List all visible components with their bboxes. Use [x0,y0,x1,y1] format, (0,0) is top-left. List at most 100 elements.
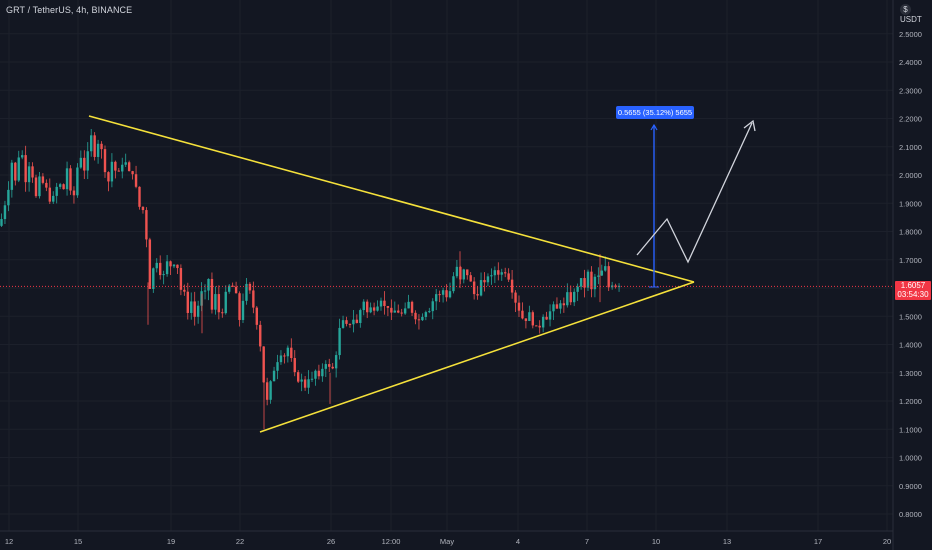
candle-body [538,325,541,328]
candle-body [272,370,276,382]
candle-body [241,300,245,320]
candle-body [255,307,258,325]
candle-body [334,355,338,369]
candle-body [414,312,417,320]
candle-body [79,157,83,168]
candle-body [355,319,359,323]
candle-body [7,189,10,206]
candle-body [238,293,241,320]
candle-body [421,316,424,321]
candle-body [169,261,172,267]
candle-body [110,161,114,182]
candle-body [252,290,255,308]
candle-body [203,290,207,292]
candle-body [472,281,476,295]
candle-body [228,285,231,292]
candle-body [269,381,272,400]
candle-body [200,291,203,306]
candle-body [234,286,238,294]
candle-body [428,311,431,313]
candle-body [103,149,107,173]
price-tick-label: 1.2000 [899,397,922,406]
upper-trendline [88,115,695,283]
candle-body [493,270,497,276]
candle-body [448,291,452,298]
candle-body [383,300,386,307]
candle-body [617,285,621,288]
candle-body [52,195,55,202]
time-tick-label: 22 [236,537,244,546]
projection-path [636,122,753,264]
currency-icon: $ [900,4,911,15]
candle-body [293,358,296,373]
candle-body [259,324,262,347]
candle-body [179,268,183,290]
candle-body [379,300,383,307]
candle-body [403,308,407,314]
candle-body [286,347,290,357]
candle-body [31,166,34,178]
candle-body [310,378,314,380]
candle-body [390,307,393,313]
candle-body [190,301,193,313]
candle-body [165,261,169,275]
price-tick-label: 2.3000 [899,86,922,95]
candle-body [541,316,545,328]
candle-body [141,206,145,211]
last-price-badge: 1.6057 03:54:30 [895,281,931,300]
candle-body [314,370,317,379]
candle-body [183,289,186,292]
candle-body [352,319,355,325]
time-tick-label: 19 [167,537,175,546]
candle-body [479,280,483,296]
candle-body [290,347,293,359]
lower-trendline [259,281,695,433]
candle-body [507,273,510,280]
candle-body [176,264,179,269]
candle-body [303,379,307,388]
bar-countdown: 03:54:30 [897,290,929,299]
candle-body [548,311,552,320]
candle-body [58,184,62,187]
candle-body [172,264,176,267]
candle-body [462,269,465,280]
candle-body [114,161,117,171]
candle-body [435,294,438,302]
candle-body [127,162,131,172]
price-tick-label: 1.4000 [899,341,922,350]
symbol-title: GRT / TetherUS, 4h, BINANCE [6,5,133,15]
candle-body [96,143,100,157]
candle-body [417,319,421,321]
time-tick-label: 13 [723,537,731,546]
measure-label: 0.5655 (35.12%) 5655 [616,106,694,119]
candle-body [476,294,479,296]
candle-body [593,276,597,290]
candle-body [397,310,400,313]
candle-body [528,312,531,321]
candle-body [504,272,507,274]
candle-body [155,262,158,269]
price-tick-label: 1.8000 [899,228,922,237]
candle-body [262,346,265,383]
candle-body [386,306,390,308]
time-tick-label: 12 [5,537,13,546]
candle-body [276,362,279,371]
candle-body [600,270,603,276]
candle-body [283,355,286,357]
candle-body [124,162,127,165]
currency-selector[interactable]: $USDT [900,4,932,24]
candle-body [93,135,96,157]
candle-body [45,182,48,188]
candle-body [424,312,428,317]
candle-body [400,312,403,314]
candle-body [152,268,155,289]
candle-body [366,301,369,313]
candle-body [48,187,51,202]
candle-body [497,270,500,275]
candles [0,129,621,430]
candle-body [21,155,24,158]
candle-body [531,312,534,326]
price-tick-label: 1.9000 [899,199,922,208]
candle-body [369,307,372,313]
